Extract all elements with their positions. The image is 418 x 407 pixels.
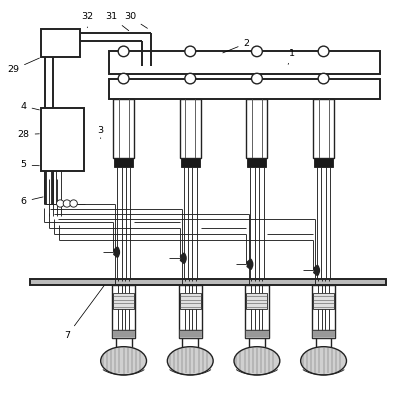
Wedge shape	[314, 265, 319, 276]
Bar	[247, 293, 268, 309]
Circle shape	[185, 46, 196, 57]
Circle shape	[252, 46, 263, 57]
Bar	[312, 330, 335, 338]
Bar	[41, 29, 80, 57]
Text: 28: 28	[18, 130, 39, 139]
Bar	[112, 330, 135, 338]
Bar	[178, 330, 202, 338]
Bar	[114, 158, 133, 167]
Text: 2: 2	[223, 39, 250, 53]
Bar	[113, 99, 134, 158]
Bar	[178, 284, 202, 338]
Text: 30: 30	[124, 13, 148, 28]
Text: 29: 29	[7, 58, 39, 74]
Bar	[247, 158, 267, 167]
Bar	[247, 99, 268, 158]
Circle shape	[318, 73, 329, 84]
Wedge shape	[114, 247, 120, 257]
Bar	[113, 293, 134, 309]
Text: 5: 5	[20, 160, 39, 169]
Circle shape	[118, 46, 129, 57]
Bar	[313, 293, 334, 309]
Circle shape	[63, 200, 71, 207]
Text: 32: 32	[81, 13, 93, 28]
Bar	[312, 284, 335, 338]
Bar	[112, 284, 135, 338]
Bar	[30, 279, 386, 284]
Bar	[181, 158, 200, 167]
Bar	[180, 293, 201, 309]
Text: 4: 4	[20, 102, 39, 111]
Circle shape	[185, 73, 196, 84]
Bar	[109, 79, 380, 99]
Bar	[245, 284, 269, 338]
Bar	[180, 99, 201, 158]
Wedge shape	[247, 259, 253, 269]
Circle shape	[118, 73, 129, 84]
Text: 7: 7	[64, 286, 104, 340]
Ellipse shape	[234, 347, 280, 375]
Wedge shape	[180, 253, 186, 263]
Bar	[41, 108, 84, 171]
Circle shape	[318, 46, 329, 57]
Circle shape	[252, 73, 263, 84]
Bar	[245, 330, 269, 338]
Ellipse shape	[167, 347, 213, 375]
Text: 1: 1	[288, 49, 296, 64]
Text: 3: 3	[98, 126, 104, 139]
Bar	[313, 99, 334, 158]
Circle shape	[70, 200, 77, 207]
Ellipse shape	[301, 347, 347, 375]
Circle shape	[56, 200, 64, 207]
Ellipse shape	[101, 347, 146, 375]
Text: 31: 31	[105, 13, 129, 31]
Bar	[314, 158, 333, 167]
Text: 6: 6	[20, 197, 43, 206]
Bar	[109, 51, 380, 74]
